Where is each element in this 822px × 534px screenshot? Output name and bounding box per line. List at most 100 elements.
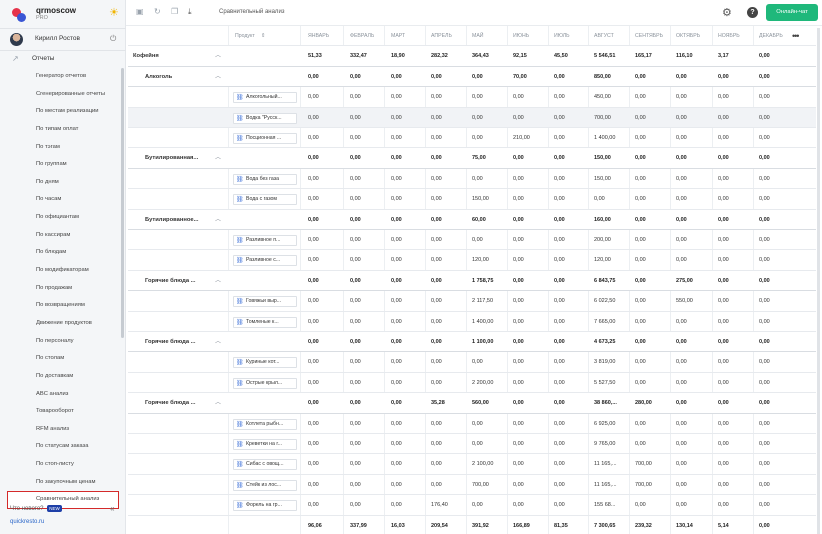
download-icon[interactable]: ⤓ xyxy=(188,7,192,16)
sidebar-item-16[interactable]: По столам xyxy=(36,355,65,362)
sidebar-item-10[interactable]: По блюдам xyxy=(36,249,67,256)
sort-icon[interactable]: ⇕ xyxy=(261,33,266,39)
online-chat-button[interactable]: Онлайн-чат xyxy=(766,4,818,21)
month-header[interactable]: ДЕКАБРЬ xyxy=(759,33,783,39)
column-settings-icon[interactable]: ⚙ xyxy=(722,7,732,19)
sidebar-item-19[interactable]: Товарооборот xyxy=(36,408,74,415)
table-row[interactable]: ⛓ Стейк из лос... 0,00 0,00 0,00 0,00 700,00 0,… xyxy=(128,475,816,496)
collapse-chevron-icon[interactable]: ︿ xyxy=(215,73,222,80)
month-header[interactable]: НОЯБРЬ xyxy=(718,33,740,39)
sidebar-item-5[interactable]: По группам xyxy=(36,161,67,168)
product-link[interactable]: ⛓ Вода с газом xyxy=(233,194,297,206)
product-link[interactable]: ⛓ Сибас с овощ... xyxy=(233,459,297,471)
sidebar-item-11[interactable]: По модификаторам xyxy=(36,267,89,274)
sidebar-item-4[interactable]: По тэгам xyxy=(36,143,60,150)
product-link[interactable]: ⛓ Говяжьи выр... xyxy=(233,296,297,308)
product-link[interactable]: ⛓ Посционная ... xyxy=(233,133,297,144)
sidebar-item-13[interactable]: По возвращениям xyxy=(36,302,85,309)
product-link[interactable]: ⛓ Форель на гр... xyxy=(233,500,297,512)
sidebar-item-2[interactable]: По местам реализации xyxy=(36,108,99,115)
sidebar-item-9[interactable]: По кассирам xyxy=(36,231,71,238)
table-row[interactable]: ⛓ Сибас с овощ... 0,00 0,00 0,00 0,00 2 100,00… xyxy=(128,454,816,475)
sidebar-item-17[interactable]: По доставкам xyxy=(36,372,74,379)
collapse-chevron-icon[interactable]: ︿ xyxy=(215,155,222,162)
sidebar-item-21[interactable]: По статусам заказа xyxy=(36,443,89,450)
user-profile[interactable]: Кирилл Ростов ⏻ xyxy=(10,33,122,47)
brand[interactable]: qrmoscow PRO ☀ xyxy=(8,5,120,25)
more-options-icon[interactable]: ••• xyxy=(792,31,800,41)
product-link[interactable]: ⛓ Креветки на г... xyxy=(233,439,297,450)
sidebar-item-0[interactable]: Генератор отчетов xyxy=(36,73,87,79)
table-row[interactable]: ⛓ Вода без газа 0,00 0,00 0,00 0,00 0,00 0,00 0,… xyxy=(128,169,816,190)
table-row[interactable]: Бутилированная... ︿ 0,00 0,00 0,00 0,00 75,00 0… xyxy=(128,148,816,169)
table-row[interactable]: ⛓ Томленые к... 0,00 0,00 0,00 0,00 1 400,00 0,… xyxy=(128,312,816,332)
logout-power-icon[interactable]: ⏻ xyxy=(110,34,117,43)
table-row[interactable]: ⛓ Форель на гр... 0,00 0,00 0,00 176,40 0,00 0,… xyxy=(128,495,816,516)
product-link[interactable]: ⛓ Разливное с... xyxy=(233,255,297,267)
table-row[interactable]: ⛓ Говяжьи выр... 0,00 0,00 0,00 0,00 2 117,50 0… xyxy=(128,291,816,312)
collapse-chevron-icon[interactable]: ︿ xyxy=(215,339,222,345)
sidebar-item-18[interactable]: ABC анализ xyxy=(36,390,69,397)
table-row[interactable]: Алкоголь ︿ 0,00 0,00 0,00 0,00 0,00 70,00 0,00 85… xyxy=(128,66,816,88)
month-header[interactable]: ЯНВАРЬ xyxy=(308,33,330,39)
sidebar-item-14[interactable]: Движение продуктов xyxy=(36,319,92,326)
month-header[interactable]: ИЮНЬ xyxy=(513,33,530,39)
table-row[interactable]: ⛓ Креветки на г... 0,00 0,00 0,00 0,00 0,00 0,0… xyxy=(128,434,816,455)
sidebar-item-12[interactable]: По продажам xyxy=(36,284,73,291)
table-row[interactable]: ⛓ Алкогольный... 0,00 0,00 0,00 0,00 0,00 0,00 0… xyxy=(128,87,816,108)
product-link[interactable]: ⛓ Водка "Русск... xyxy=(233,112,297,124)
sidebar-item-8[interactable]: По официантам xyxy=(36,214,80,221)
sidebar-item-20[interactable]: RFM анализ xyxy=(36,425,70,432)
product-link[interactable]: ⛓ Острые крыл... xyxy=(233,377,297,389)
save-icon[interactable]: ▣ xyxy=(136,7,144,16)
sidebar-item-24[interactable]: Сравнительный анализ xyxy=(7,491,119,510)
table-row[interactable]: ⛓ Разливное п... 0,00 0,00 0,00 0,00 0,00 0,00 0… xyxy=(128,230,816,251)
site-link[interactable]: quickresto.ru xyxy=(10,519,45,525)
sidebar-scrollbar[interactable] xyxy=(121,68,124,338)
collapse-chevron-icon[interactable]: ︿ xyxy=(215,400,222,407)
table-row[interactable]: Кофейня ︿ 51,33 332,47 18,90 282,32 364,43 92,1… xyxy=(128,46,816,67)
sidebar-item-1[interactable]: Сгенерированные отчеты xyxy=(36,90,105,97)
table-row[interactable]: Горячие блюда ... ︿ 0,00 0,00 0,00 0,00 1 100,… xyxy=(128,332,816,353)
sidebar-item-6[interactable]: По дням xyxy=(36,178,59,185)
month-header[interactable]: ФЕВРАЛЬ xyxy=(350,33,375,39)
collapse-chevron-icon[interactable]: ︿ xyxy=(215,277,222,284)
month-header[interactable]: ИЮЛЬ xyxy=(554,33,570,39)
product-link[interactable]: ⛓ Разливное п... xyxy=(233,235,297,246)
collapse-sidebar-icon[interactable]: « xyxy=(110,504,115,513)
month-header[interactable]: АПРЕЛЬ xyxy=(431,33,452,39)
product-link[interactable]: ⛓ Стейк из лос... xyxy=(233,479,297,491)
table-row[interactable]: ⛓ Посционная ... 0,00 0,00 0,00 0,00 0,00 210,0… xyxy=(128,128,816,149)
month-header[interactable]: МАРТ xyxy=(391,33,406,39)
theme-sun-icon[interactable]: ☀ xyxy=(109,7,119,19)
table-row[interactable]: 96,06 337,99 16,03 209,54 391,92 166,89 81,35 7… xyxy=(128,516,816,534)
product-link[interactable]: ⛓ Вода без газа xyxy=(233,173,297,185)
table-row[interactable]: Горячие блюда ... ︿ 0,00 0,00 0,00 0,00 1 758,… xyxy=(128,270,816,292)
table-row[interactable]: Горячие блюда ... ︿ 0,00 0,00 0,00 35,28 560,0… xyxy=(128,393,816,414)
table-row[interactable]: ⛓ Разливное с... 0,00 0,00 0,00 0,00 120,00 0,0… xyxy=(128,250,816,271)
sidebar-item-23[interactable]: По закупочным ценам xyxy=(36,478,96,485)
product-link[interactable]: ⛓ Томленые к... xyxy=(233,316,297,328)
table-row[interactable]: ⛓ Острые крыл... 0,00 0,00 0,00 0,00 2 200,00 0… xyxy=(128,373,816,394)
refresh-icon[interactable]: ↻ xyxy=(154,7,161,16)
copy-icon[interactable]: ❐ xyxy=(171,7,179,16)
product-column-header[interactable]: Продукт xyxy=(235,33,255,39)
table-row[interactable]: ⛓ Котлета рыбн... 0,00 0,00 0,00 0,00 0,00 0,00… xyxy=(128,414,816,434)
sidebar-item-15[interactable]: По персоналу xyxy=(36,337,74,344)
table-row[interactable]: ⛓ Водка "Русск... 0,00 0,00 0,00 0,00 0,00 0,00… xyxy=(128,107,816,128)
collapse-chevron-icon[interactable]: ︿ xyxy=(215,53,222,60)
whats-new-link[interactable]: Что нового? NEW « xyxy=(10,504,122,515)
month-header[interactable]: МАЙ xyxy=(472,33,484,39)
month-header[interactable]: ОКТЯБРЬ xyxy=(676,33,701,39)
month-header[interactable]: СЕНТЯБРЬ xyxy=(635,33,664,39)
sidebar-item-7[interactable]: По часам xyxy=(36,196,62,203)
sidebar-item-22[interactable]: По стоп-листу xyxy=(36,461,74,468)
table-scrollbar[interactable] xyxy=(817,28,820,534)
month-header[interactable]: АВГУСТ xyxy=(594,33,614,39)
sidebar-section-reports[interactable]: ↗ Отчеты xyxy=(12,54,122,66)
help-icon[interactable]: ? xyxy=(747,7,758,18)
table-row[interactable]: ⛓ Вода с газом 0,00 0,00 0,00 0,00 150,00 0,00 0… xyxy=(128,189,816,210)
table-row[interactable]: Бутилированное... ︿ 0,00 0,00 0,00 0,00 60,00 0… xyxy=(128,209,816,230)
sidebar-item-3[interactable]: По типам оплат xyxy=(36,125,79,132)
product-link[interactable]: ⛓ Алкогольный... xyxy=(233,92,297,104)
